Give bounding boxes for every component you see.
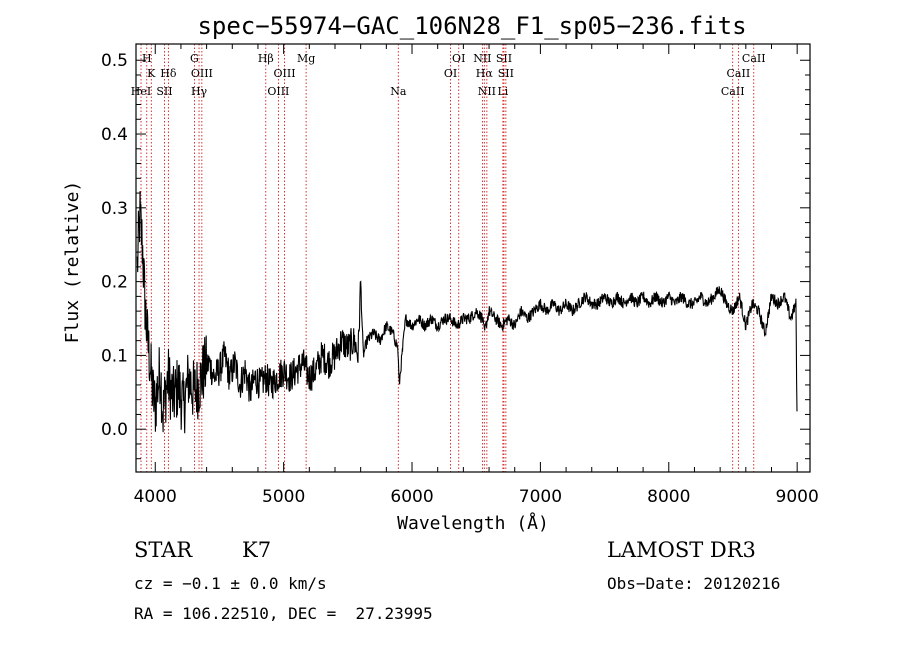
line-marker-label: HeI [131,85,151,98]
line-marker-label: NII [473,52,491,65]
x-tick-label: 5000 [262,487,305,507]
x-tick-label: 9000 [776,487,819,507]
line-marker-label: OIII [191,67,213,80]
line-marker-label: CaII [721,85,745,98]
line-marker-label: Na [390,85,407,98]
y-tick-label: 0.2 [101,273,128,293]
y-tick-label: 0.1 [101,346,128,366]
redshift-text: cz = −0.1 ± 0.0 km/s [134,574,327,593]
line-marker-label: Hα [476,67,494,80]
coordinates-text: RA = 106.22510, DEC = 27.23995 [134,604,433,623]
chart-title: spec−55974−GAC_106N28_F1_sp05−236.fits [197,12,746,40]
line-marker-label: Hγ [191,85,208,98]
y-tick-label: 0.4 [101,125,128,145]
line-marker-label: SII [156,85,172,98]
x-axis-label: Wavelength (Å) [397,512,549,534]
y-tick-label: 0.3 [101,199,128,219]
survey-label: LAMOST DR3 [607,538,756,562]
plot-frame [135,43,811,473]
line-marker-label: OI [452,52,465,65]
y-axis-label: Flux (relative) [62,181,83,344]
line-marker-label: Li [497,85,508,98]
line-marker-label: K [147,67,156,80]
x-tick-label: 8000 [647,487,690,507]
line-marker-label: OI [444,67,457,80]
flux-curve [136,191,798,434]
y-tick-label: 0.5 [101,51,128,71]
line-marker-label: OIII [267,85,289,98]
x-tick-label: 4000 [134,487,177,507]
line-marker-label: Hδ [160,67,177,80]
line-marker-label: OIII [274,67,296,80]
object-class: STAR [134,538,193,562]
y-tick-label: 0.0 [101,420,128,440]
line-marker-label: NII [478,85,496,98]
line-marker-label: SII [498,67,514,80]
line-marker-label: SII [496,52,512,65]
obs-date-text: Obs−Date: 20120216 [607,574,781,593]
line-marker-label: Hβ [258,52,274,65]
line-marker-label: G [190,52,199,65]
line-marker-label: H [142,52,152,65]
axis-ticks-group: 4000 5000 6000 7000 8000 9000 0.0 0.1 0.2 0.3 0.4 0… [101,44,819,507]
line-marker-label: CaII [742,52,766,65]
object-subclass: K7 [242,538,272,562]
line-marker-label: Mg [297,52,315,65]
line-marker-label: CaII [727,67,751,80]
x-tick-label: 6000 [390,487,433,507]
x-tick-label: 7000 [519,487,562,507]
